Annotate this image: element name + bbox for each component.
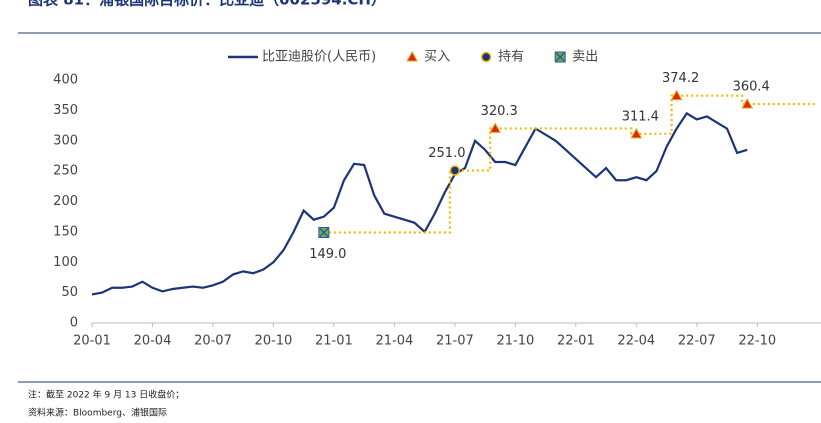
y-tick-label: 150 bbox=[53, 224, 78, 239]
x-tick-label: 22-01 bbox=[557, 334, 595, 349]
x-tick-label: 21-04 bbox=[376, 334, 414, 349]
x-tick-label: 21-01 bbox=[315, 334, 353, 349]
data-label: 311.4 bbox=[622, 109, 659, 124]
data-label: 374.2 bbox=[662, 71, 699, 86]
legend-label: 持有 bbox=[498, 50, 524, 65]
legend-swatch bbox=[480, 51, 492, 63]
legend-swatch bbox=[406, 50, 419, 62]
x-tick-label: 20-07 bbox=[194, 334, 232, 349]
y-tick-label: 0 bbox=[70, 316, 78, 331]
x-tick-label: 20-10 bbox=[255, 334, 293, 349]
legend-label: 卖出 bbox=[572, 50, 598, 65]
y-tick-label: 250 bbox=[53, 164, 78, 179]
y-tick-label: 400 bbox=[53, 73, 78, 88]
y-tick-label: 50 bbox=[61, 285, 78, 300]
y-tick-label: 100 bbox=[53, 255, 78, 270]
legend-swatch bbox=[554, 51, 566, 63]
signal-marker bbox=[741, 98, 754, 109]
y-tick-label: 200 bbox=[53, 194, 78, 209]
signal-marker bbox=[670, 89, 683, 101]
note: 注：截至 2022 年 9 月 13 日收盘价； bbox=[28, 389, 184, 401]
signal-marker bbox=[630, 127, 643, 139]
chart-title: 图表 81：浦银国际目标价：比亚迪（002594.CH） bbox=[28, 0, 386, 9]
x-tick-label: 21-07 bbox=[436, 334, 474, 349]
x-tick-label: 20-01 bbox=[73, 334, 111, 349]
x-tick-label: 20-04 bbox=[134, 334, 172, 349]
source: 资料来源：Bloomberg、浦银国际 bbox=[28, 407, 167, 419]
y-tick-label: 350 bbox=[53, 103, 78, 118]
signal-marker bbox=[449, 165, 461, 176]
x-tick-label: 22-07 bbox=[678, 334, 716, 349]
signal-marker bbox=[318, 226, 330, 238]
data-label: 360.4 bbox=[733, 80, 770, 95]
legend-label: 比亚迪股价(人民币) bbox=[262, 50, 376, 65]
signal-marker bbox=[489, 122, 502, 133]
data-label: 149.0 bbox=[309, 247, 346, 262]
y-tick-label: 300 bbox=[53, 133, 78, 148]
x-tick-label: 21-10 bbox=[496, 334, 534, 349]
price-line bbox=[91, 111, 748, 296]
x-tick-label: 22-10 bbox=[738, 334, 776, 349]
legend-label: 买入 bbox=[424, 50, 450, 65]
data-label: 251.0 bbox=[428, 146, 465, 161]
target-line bbox=[323, 94, 817, 234]
x-tick-label: 22-04 bbox=[617, 334, 655, 349]
data-label: 320.3 bbox=[481, 104, 518, 119]
